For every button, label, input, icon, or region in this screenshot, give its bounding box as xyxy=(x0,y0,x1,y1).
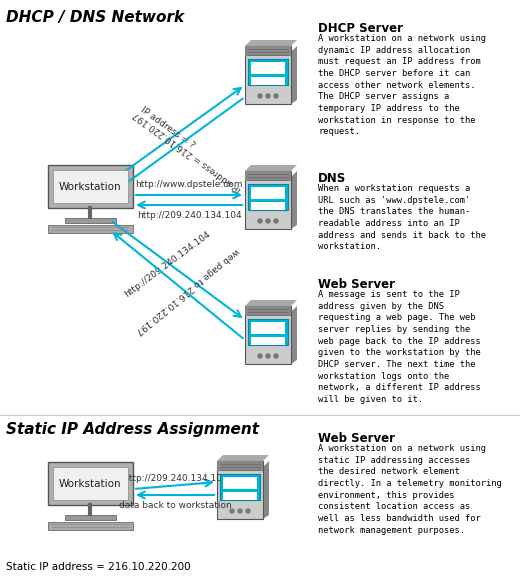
Polygon shape xyxy=(245,165,297,171)
Circle shape xyxy=(266,354,270,358)
FancyBboxPatch shape xyxy=(47,225,133,233)
FancyBboxPatch shape xyxy=(248,319,288,345)
Text: web page to 216.10.220.197: web page to 216.10.220.197 xyxy=(134,246,241,336)
Circle shape xyxy=(246,509,250,513)
Polygon shape xyxy=(245,40,297,46)
Text: Web Server: Web Server xyxy=(318,432,395,445)
FancyBboxPatch shape xyxy=(53,467,127,500)
FancyBboxPatch shape xyxy=(53,170,127,203)
FancyBboxPatch shape xyxy=(251,187,285,199)
Text: http://209.240.134.104: http://209.240.134.104 xyxy=(123,229,212,299)
Text: Static IP address = 216.10.220.200: Static IP address = 216.10.220.200 xyxy=(6,562,191,572)
FancyBboxPatch shape xyxy=(251,201,285,210)
Circle shape xyxy=(274,94,278,98)
FancyBboxPatch shape xyxy=(47,462,133,505)
Circle shape xyxy=(266,219,270,223)
Text: http://209.240.134.104: http://209.240.134.104 xyxy=(137,211,241,220)
FancyBboxPatch shape xyxy=(251,77,285,85)
Circle shape xyxy=(274,354,278,358)
FancyBboxPatch shape xyxy=(248,59,288,85)
FancyBboxPatch shape xyxy=(220,474,260,500)
FancyBboxPatch shape xyxy=(47,165,133,208)
Text: DHCP / DNS Network: DHCP / DNS Network xyxy=(6,10,184,25)
Text: When a workstation requests a
URL such as 'www.dpstele.com'
the DNS translates t: When a workstation requests a URL such a… xyxy=(318,184,486,251)
Text: DNS: DNS xyxy=(318,172,346,185)
Text: Workstation: Workstation xyxy=(59,182,121,192)
Circle shape xyxy=(274,219,278,223)
FancyBboxPatch shape xyxy=(248,184,288,210)
FancyBboxPatch shape xyxy=(64,515,115,521)
FancyBboxPatch shape xyxy=(217,461,263,519)
Circle shape xyxy=(258,354,262,358)
FancyBboxPatch shape xyxy=(217,461,263,471)
Text: DHCP Server: DHCP Server xyxy=(318,22,403,35)
Polygon shape xyxy=(291,171,297,229)
FancyBboxPatch shape xyxy=(47,522,133,530)
Circle shape xyxy=(258,219,262,223)
Polygon shape xyxy=(291,46,297,104)
Polygon shape xyxy=(245,300,297,306)
FancyBboxPatch shape xyxy=(245,171,291,181)
FancyBboxPatch shape xyxy=(251,62,285,74)
Circle shape xyxy=(266,94,270,98)
Polygon shape xyxy=(263,461,269,519)
Text: Static IP Address Assignment: Static IP Address Assignment xyxy=(6,422,259,437)
FancyBboxPatch shape xyxy=(223,492,257,500)
Polygon shape xyxy=(291,306,297,364)
Text: Workstation: Workstation xyxy=(59,479,121,489)
Circle shape xyxy=(258,94,262,98)
Text: data back to workstation: data back to workstation xyxy=(119,501,231,510)
Circle shape xyxy=(230,509,234,513)
Text: A workstation on a network using
static IP addressing accesses
the desired netwo: A workstation on a network using static … xyxy=(318,444,502,534)
Text: http://www.dpstele.com: http://www.dpstele.com xyxy=(135,180,243,189)
Text: Web Server: Web Server xyxy=(318,278,395,291)
FancyBboxPatch shape xyxy=(251,337,285,345)
FancyBboxPatch shape xyxy=(251,322,285,334)
Text: http://209.240.134.104: http://209.240.134.104 xyxy=(123,474,227,483)
FancyBboxPatch shape xyxy=(245,171,291,229)
FancyBboxPatch shape xyxy=(64,218,115,223)
Text: IP address = 216.10.220.197: IP address = 216.10.220.197 xyxy=(132,110,243,194)
FancyBboxPatch shape xyxy=(245,306,291,364)
Text: IP address = ?: IP address = ? xyxy=(139,105,196,150)
FancyBboxPatch shape xyxy=(223,477,257,489)
Text: A workstation on a network using
dynamic IP address allocation
must request an I: A workstation on a network using dynamic… xyxy=(318,34,486,136)
Text: A message is sent to the IP
address given by the DNS
requesting a web page. The : A message is sent to the IP address give… xyxy=(318,290,481,404)
FancyBboxPatch shape xyxy=(245,46,291,56)
FancyBboxPatch shape xyxy=(245,306,291,316)
FancyBboxPatch shape xyxy=(245,46,291,104)
Polygon shape xyxy=(217,455,269,461)
Circle shape xyxy=(238,509,242,513)
